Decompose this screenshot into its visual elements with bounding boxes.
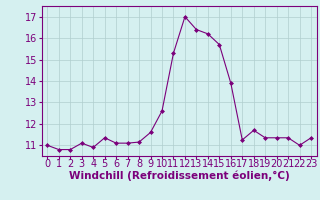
X-axis label: Windchill (Refroidissement éolien,°C): Windchill (Refroidissement éolien,°C) bbox=[69, 170, 290, 181]
